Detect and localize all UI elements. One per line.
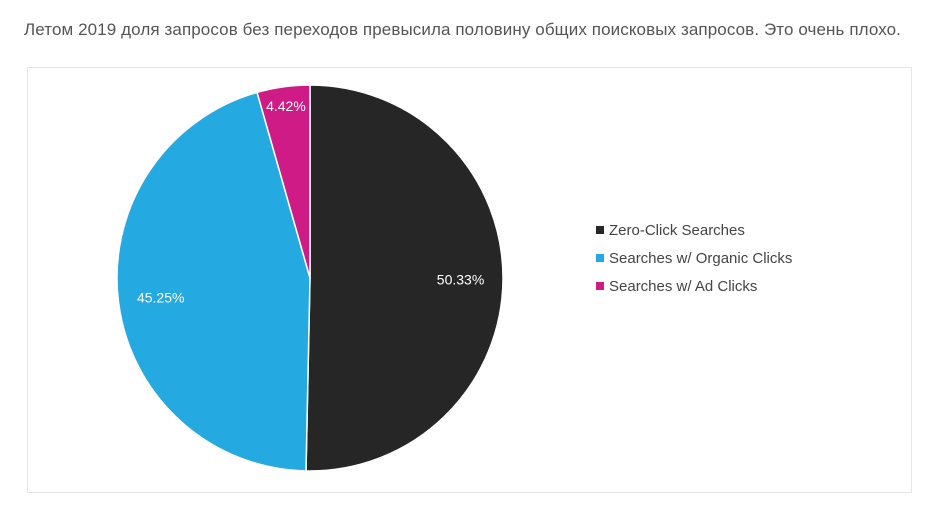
legend-label-0: Zero-Click Searches <box>609 222 745 239</box>
legend-swatch-1 <box>596 254 604 262</box>
legend-label-1: Searches w/ Organic Clicks <box>609 250 792 267</box>
pie-slice-1 <box>116 91 311 472</box>
chart-container: 50.33% 45.25% 4.42% Zero-Click Searches Sea… <box>27 67 912 493</box>
pie-chart: 50.33% 45.25% 4.42% Zero-Click Searches Sea… <box>116 84 792 472</box>
slice-value-label-1: 45.25% <box>137 289 184 305</box>
pie-slice-0 <box>305 84 504 472</box>
slice-value-label-0: 50.33% <box>437 272 484 288</box>
legend-swatch-2 <box>596 282 604 290</box>
pie-slices <box>116 84 504 472</box>
pie-slice-labels: 50.33% 45.25% 4.42% <box>137 98 484 305</box>
slice-value-label-2: 4.42% <box>266 98 306 114</box>
pie-slice-2 <box>256 84 311 279</box>
legend-label-2: Searches w/ Ad Clicks <box>609 278 757 295</box>
chart-legend: Zero-Click Searches Searches w/ Organic C… <box>596 222 792 295</box>
legend-swatch-0 <box>596 226 604 234</box>
page-caption: Летом 2019 доля запросов без переходов п… <box>24 20 901 39</box>
